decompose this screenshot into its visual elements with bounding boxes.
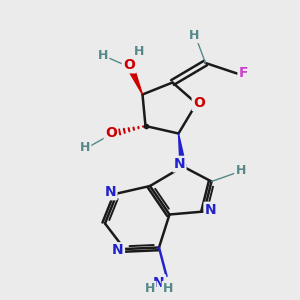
Text: H: H <box>134 45 145 58</box>
Text: O: O <box>123 58 135 72</box>
Text: N: N <box>205 203 216 217</box>
Text: H: H <box>163 282 173 295</box>
Text: N: N <box>112 244 124 257</box>
Text: O: O <box>105 126 117 140</box>
Text: H: H <box>236 164 246 177</box>
Text: N: N <box>174 157 185 171</box>
Text: N: N <box>105 185 116 199</box>
Text: H: H <box>145 282 155 295</box>
Text: H: H <box>80 141 90 154</box>
Polygon shape <box>128 66 142 94</box>
Text: H: H <box>98 49 108 62</box>
Polygon shape <box>178 134 186 167</box>
Text: F: F <box>239 66 248 80</box>
Text: N: N <box>153 276 165 289</box>
Text: O: O <box>193 96 205 110</box>
Text: H: H <box>189 29 199 42</box>
